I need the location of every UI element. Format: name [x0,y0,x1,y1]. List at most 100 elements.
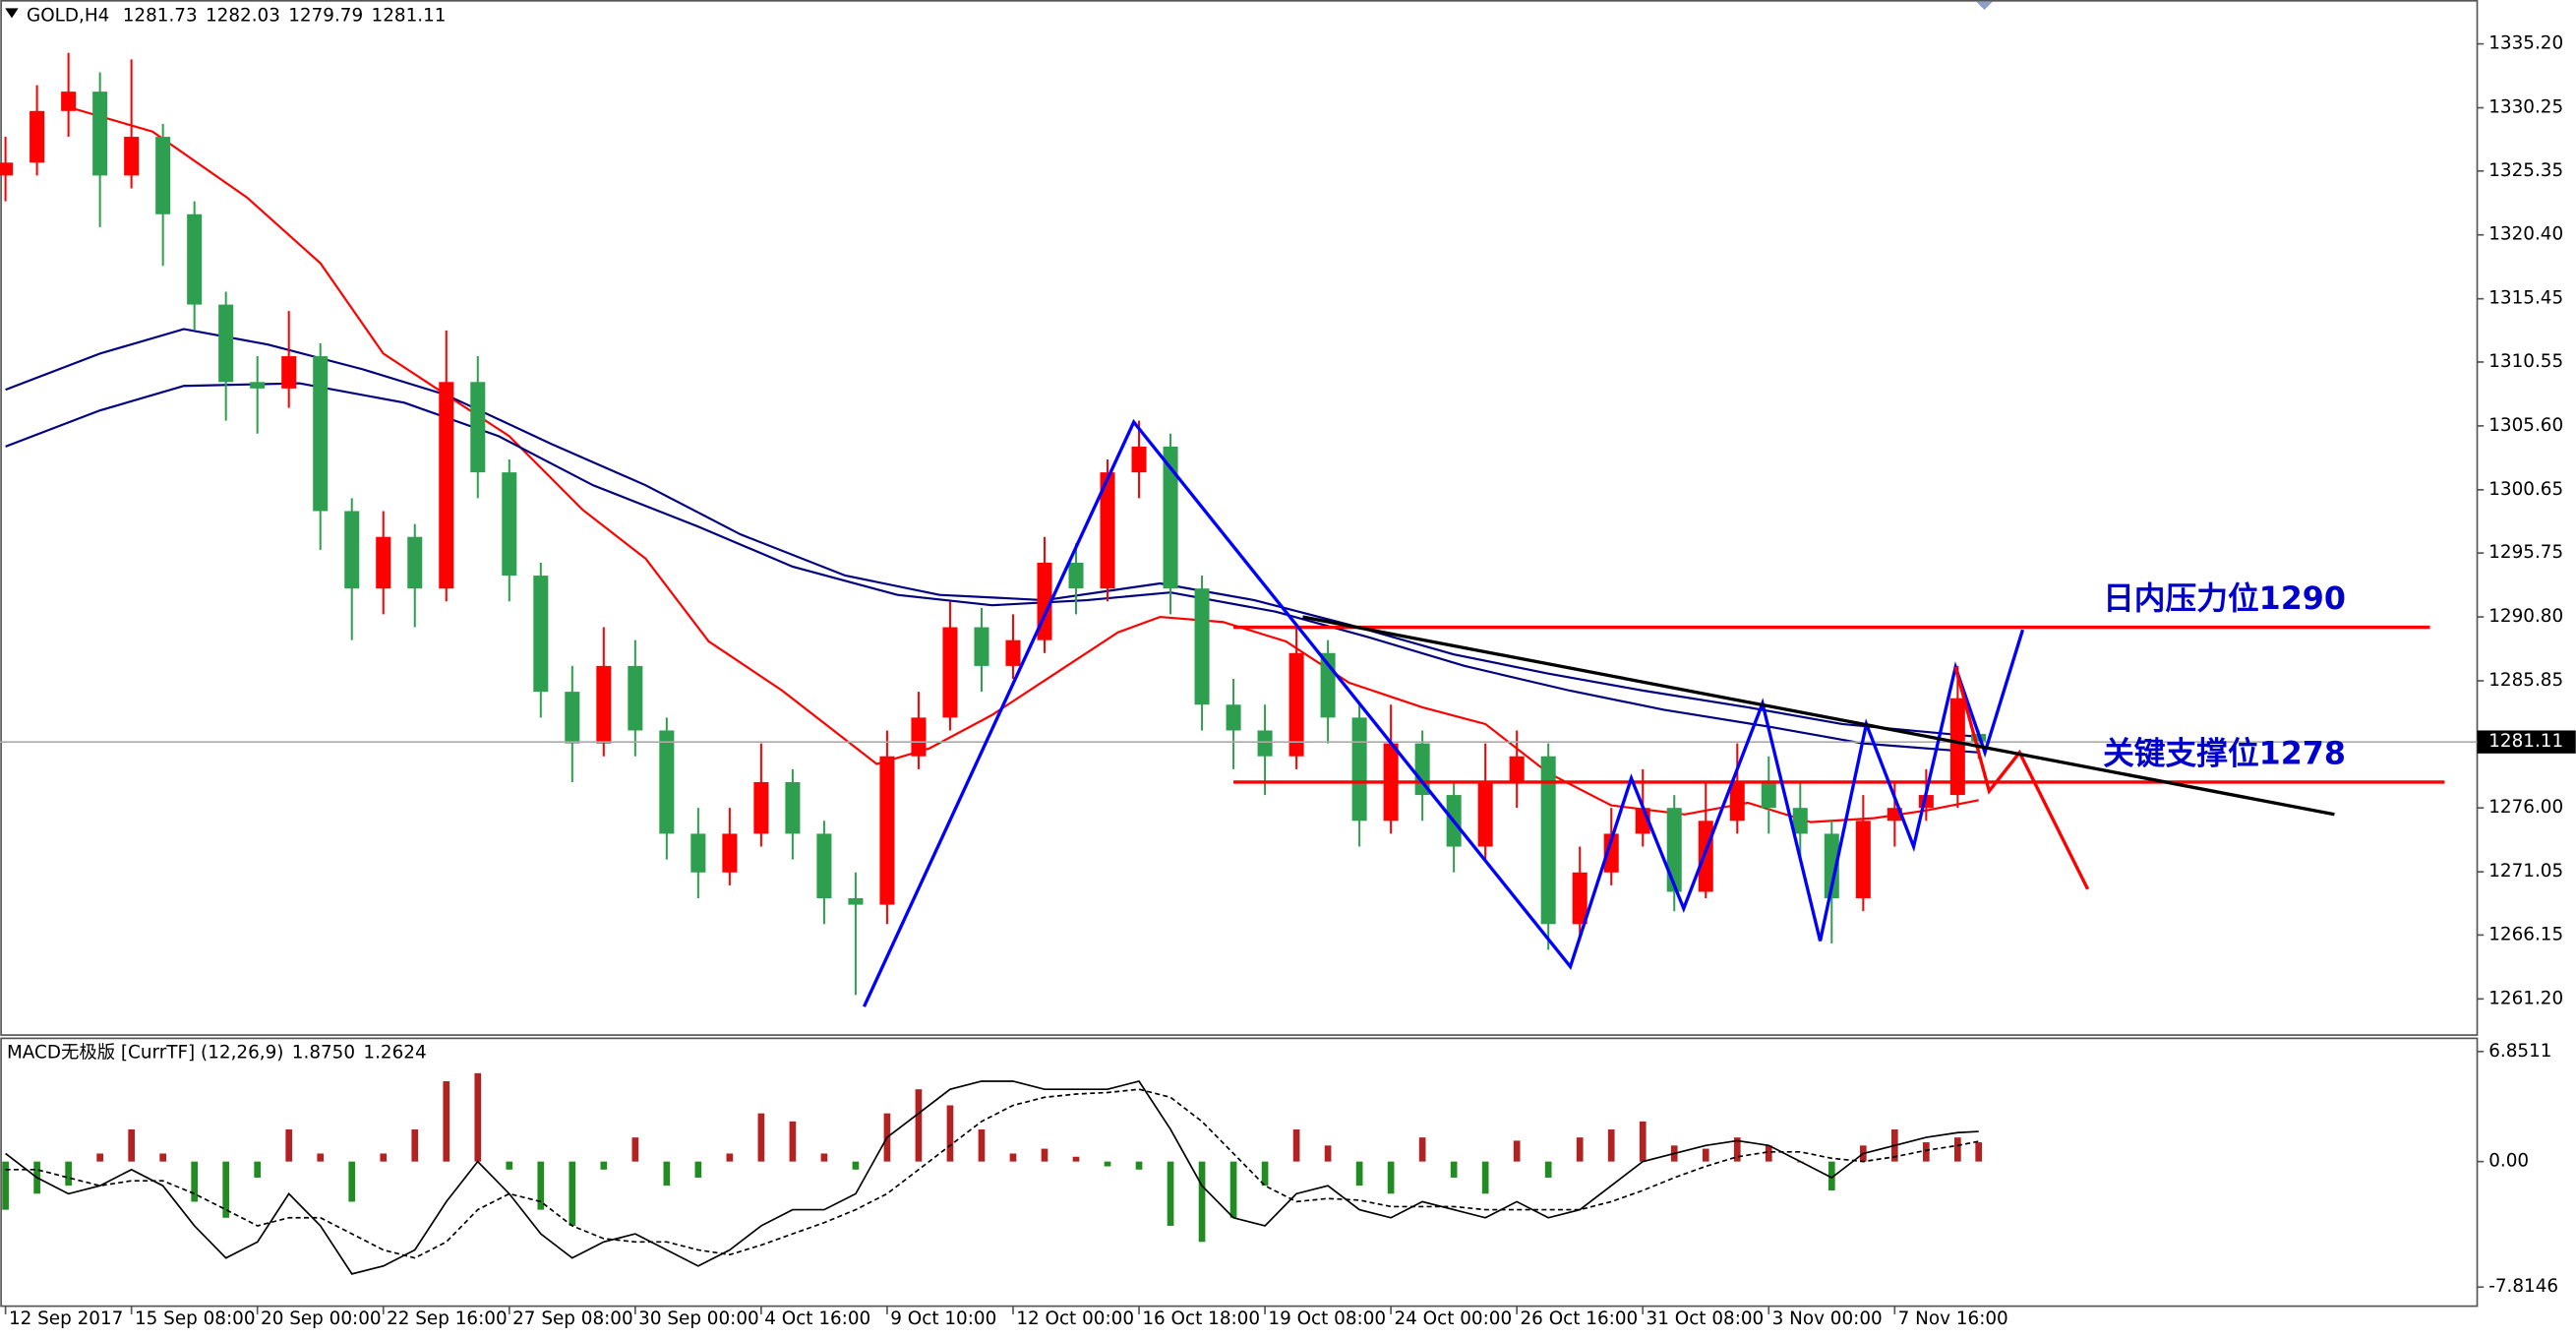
level-label: 日内压力位1290 [2103,580,2346,617]
histogram-bar [222,1161,230,1218]
candle-body [659,730,675,834]
histogram-bar [1481,1161,1489,1194]
header-open: 1281.73 [123,6,198,27]
moving-average [5,382,1979,754]
x-tick-label: 22 Sep 16:00 [387,1309,508,1329]
y-tick-label: 1261.20 [2488,988,2563,1008]
histogram-bar [600,1161,608,1170]
histogram-bar [1198,1161,1206,1243]
histogram-bar [443,1080,450,1162]
candle-body [974,627,989,666]
histogram-bar [757,1113,765,1162]
candle-body [1855,821,1871,899]
candle-body [1949,698,1965,796]
level-label: 关键支撑位1278 [2103,736,2346,772]
candle-body [218,304,234,383]
candle-body [313,356,329,512]
shift-marker [1976,1,1993,11]
macd-title: MACD无极版 [CurrTF] (12,26,9) [7,1042,284,1063]
candle-body [124,137,140,176]
candle-body [1100,472,1115,589]
histogram-bar [978,1128,986,1162]
x-tick-label: 3 Nov 00:00 [1772,1309,1883,1329]
symbol: GOLD,H4 [27,6,109,27]
menu-marker [5,8,19,19]
histogram-bar [1135,1161,1143,1170]
histogram-bar [1639,1121,1647,1162]
x-tick-label: 30 Sep 00:00 [638,1309,759,1329]
x-tick-label: 24 Oct 00:00 [1394,1309,1512,1329]
candle-body [1288,652,1304,757]
header-close: 1281.11 [372,6,447,27]
histogram-bar [1072,1156,1080,1162]
histogram-bar [1355,1161,1363,1187]
y-tick-label: 1300.65 [2488,479,2563,500]
header-high: 1282.03 [206,6,280,27]
y-tick-label: 1290.80 [2488,606,2563,627]
histogram-bar [915,1089,923,1162]
histogram-bar [1292,1128,1300,1162]
y-tick-label: 1325.35 [2488,160,2563,181]
histogram-bar [348,1161,356,1202]
histogram-bar [1544,1161,1552,1178]
candle-body [250,382,266,389]
histogram-bar [631,1137,639,1162]
trend-drawing [1302,615,2335,817]
candle-body [344,511,360,589]
macd-value: 1.8750 [292,1042,355,1063]
candle-body [1351,717,1367,822]
candle-body [911,717,927,757]
last-price-label: 1281.11 [2488,731,2563,752]
histogram-bar [1104,1161,1111,1167]
candle-body [1761,781,1776,809]
header-low: 1279.79 [288,6,363,27]
last-price-box [2477,730,2576,754]
histogram-bar [663,1161,671,1187]
candle-body [879,756,895,905]
histogram-bar [946,1105,954,1162]
histogram-bar [2,1161,9,1210]
y-tick-label: 1266.15 [2488,924,2563,944]
price-header: GOLD,H4 1281.73 1282.03 1279.79 1281.11 [27,6,446,27]
histogram-bar [1922,1142,1930,1162]
x-tick-label: 19 Oct 08:00 [1268,1309,1386,1329]
candle-body [470,382,486,473]
candle-body [1194,588,1210,705]
candle-body [30,110,45,163]
candle-body [187,213,203,305]
y-tick-label: 1276.00 [2488,797,2563,818]
y-tick-label: 1295.75 [2488,542,2563,563]
histogram-bar [128,1128,135,1162]
x-tick-label: 4 Oct 16:00 [764,1309,870,1329]
histogram-bar [159,1153,167,1162]
candle-body [439,382,454,589]
y-tick-label: 1310.55 [2488,351,2563,372]
candle-body [1824,833,1839,899]
histogram-bar [852,1161,860,1170]
histogram-bar [1009,1153,1017,1162]
candle-body [1131,446,1147,473]
candle-body [816,833,832,899]
candle-body [596,665,612,744]
histogram-bar [1827,1161,1835,1191]
y-tick-label: 1320.40 [2488,224,2563,245]
y-tick-label: 1330.25 [2488,97,2563,118]
candle-body [1163,446,1178,589]
candle-body [690,833,706,873]
candle-body [722,833,738,873]
histogram-bar [1324,1145,1332,1162]
price-panel-frame [0,0,2479,1036]
candle-body [1005,639,1021,666]
histogram-bar [1418,1137,1426,1162]
macd-panel-frame [0,1037,2479,1308]
histogram-bar [380,1153,388,1162]
signal-line [5,1088,1979,1259]
histogram-bar [1167,1161,1174,1226]
candle-body [848,898,864,905]
y-tick-label: 6.8511 [2488,1041,2551,1062]
candle-body [281,356,297,389]
y-tick-label: 1305.60 [2488,415,2563,436]
x-tick-label: 20 Sep 00:00 [261,1309,382,1329]
histogram-bar [1387,1161,1395,1194]
